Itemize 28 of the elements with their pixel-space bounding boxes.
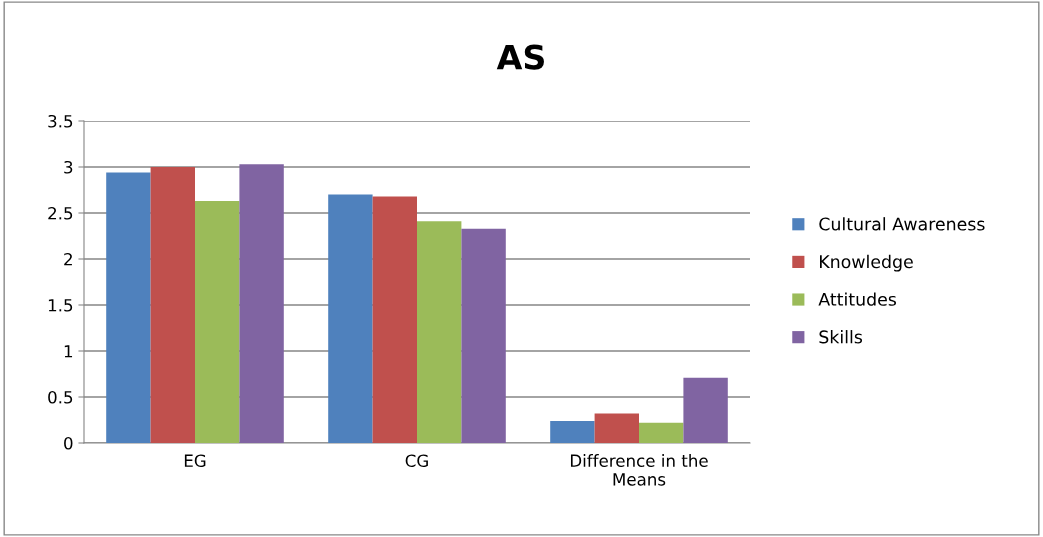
- bar: [550, 420, 595, 443]
- legend-label: Attitudes: [818, 292, 897, 306]
- bar: [461, 228, 506, 443]
- y-tick-label: 0.5: [48, 390, 73, 404]
- y-tick-label: 3.5: [48, 114, 73, 128]
- x-tick-label: CG: [405, 454, 428, 468]
- chart-title: AS: [496, 44, 544, 70]
- y-tick-label: 2.5: [48, 206, 73, 220]
- y-tick-label: 2: [64, 252, 72, 266]
- bar: [195, 201, 240, 443]
- legend-label: Knowledge: [820, 254, 913, 272]
- bar: [239, 164, 284, 443]
- x-tick-label: Difference in the Means: [570, 454, 708, 486]
- bar: [150, 167, 195, 443]
- y-tick-label: 0: [64, 436, 73, 450]
- legend-label: Cultural Awareness: [819, 217, 985, 231]
- bar: [106, 172, 151, 443]
- y-tick-label: 1.5: [48, 299, 73, 312]
- legend-label: Skills: [819, 330, 863, 344]
- bar: [683, 377, 728, 443]
- y-tick-label: 1: [64, 345, 73, 358]
- bar: [639, 422, 684, 443]
- bar: [328, 194, 373, 443]
- bar: [594, 413, 639, 443]
- y-tick-label: 3: [64, 160, 73, 174]
- bar: [417, 221, 462, 443]
- bar: [372, 196, 417, 443]
- x-tick-label: EG: [184, 454, 206, 468]
